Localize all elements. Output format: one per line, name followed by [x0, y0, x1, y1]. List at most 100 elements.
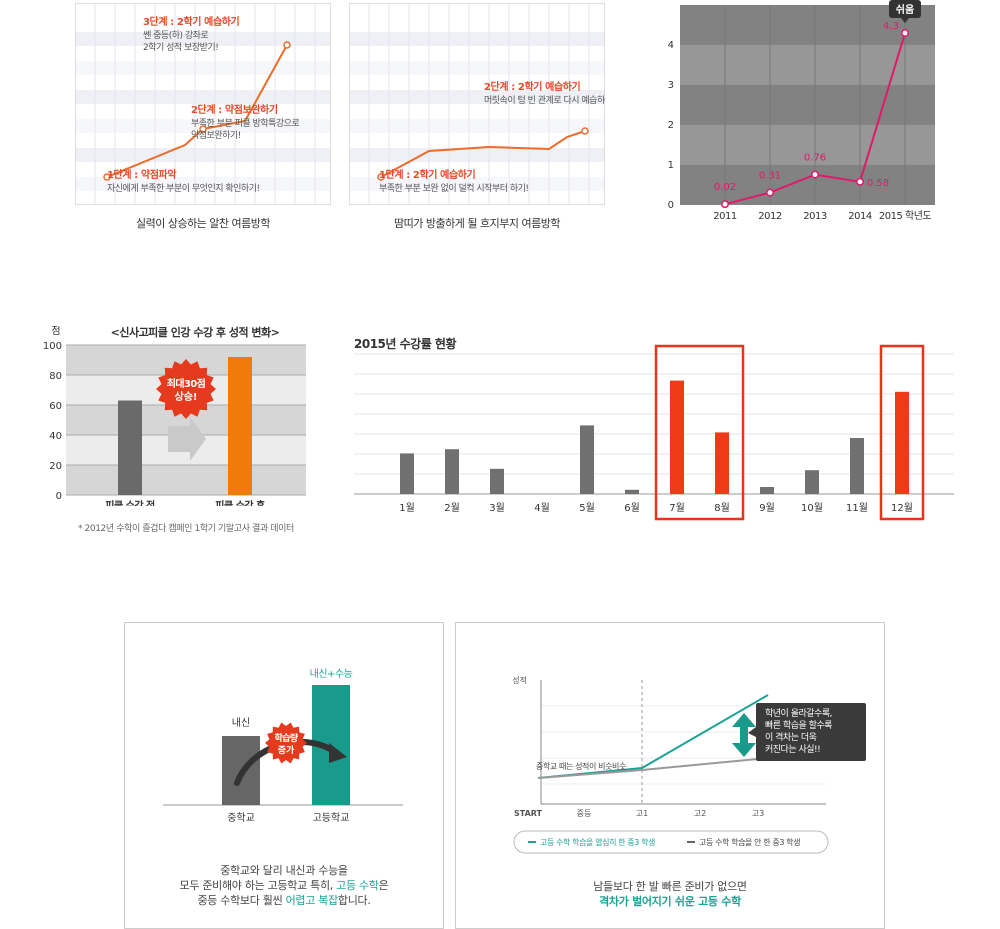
chart-band: [350, 177, 604, 191]
chart-band: [350, 119, 604, 133]
legend-label: 고등 수학 학습을 안 한 중3 학생: [699, 837, 800, 847]
enrollment-bar: [670, 380, 684, 494]
panel-right-line2: 격차가 벌어지기 쉬운 고등 수학: [599, 895, 741, 908]
callout-pointer: [748, 727, 756, 737]
gap-panel: 성적 START 중등 고1 고2 고3 중학교 때는 성적이 비슷비슷 학년이 올라갈수록,…: [455, 622, 885, 929]
highlight-box: [654, 344, 745, 521]
y-axis-label: 점: [51, 326, 60, 337]
x-tick-label: 피클 수강 후: [215, 499, 265, 506]
data-point: [901, 29, 909, 37]
enrollment-title: 2015년 수강률 현황: [354, 337, 457, 351]
chart-band: [76, 90, 330, 104]
x-tick-label: 고등학교: [313, 812, 350, 824]
legend-label: 고등 수학 학습을 열심히 한 중3 학생: [540, 837, 655, 847]
x-tick-label: 고1: [636, 809, 648, 818]
callout-text: 빠른 학습을 할수록: [765, 720, 832, 731]
stage-point: [103, 173, 111, 181]
stage-desc: 머릿속이 텅 빈 관계로 다시 예습하기!: [484, 94, 605, 106]
stage-point: [283, 41, 291, 49]
x-tick-label: 2013: [803, 211, 827, 222]
stage-title: 1단계 : 2학기 예습하기: [379, 168, 476, 181]
stage-desc: 부족한 부분 보완 없이 덜컥 시작부터 하기!: [379, 182, 529, 194]
stage-desc: 쎈 중등(하) 강좌로: [143, 30, 208, 41]
legend-box: [513, 830, 829, 854]
stage-desc: 자신에게 부족한 부분이 무엇인지 확인하기!: [107, 182, 260, 194]
y-tick-label: 80: [49, 371, 62, 382]
data-point: [811, 170, 819, 179]
data-label: 0.31: [759, 171, 781, 182]
stage-title: 1단계 : 약점파악: [107, 168, 177, 181]
enrollment-bar: [580, 425, 594, 494]
enrollment-bar: [490, 468, 504, 494]
stage-title: 2단계 : 2학기 예습하기: [484, 80, 581, 93]
competition-rate-chart: 0 1 2 3 4 2011 2012 2013 2014 2015 학년도 0.02 0.31 0.7…: [668, 0, 935, 222]
badge-text: 학습량: [274, 732, 298, 744]
enrollment-bar: [625, 489, 639, 494]
plot-band: [66, 465, 306, 495]
y-tick-label: 40: [49, 431, 62, 442]
enrollment-bar: [715, 432, 729, 494]
x-tick-label: 2012: [758, 211, 782, 222]
badge-text: 증가: [278, 744, 295, 756]
chart-band: [76, 148, 330, 162]
y-tick-label: 3: [668, 80, 674, 91]
x-tick-label: 8월: [714, 502, 730, 514]
stage-desc: 약점보완하기!: [191, 129, 241, 141]
increase-arrowhead: [329, 743, 347, 763]
callout-text: 학년이 올라갈수록,: [765, 708, 832, 719]
chart-band: [76, 32, 330, 46]
chart-band: [350, 148, 604, 162]
stage-point: [199, 125, 207, 133]
chart-band: [350, 90, 604, 104]
score-bar: [228, 357, 252, 495]
y-tick-label: 100: [43, 341, 62, 352]
chart-band: [76, 177, 330, 191]
x-tick-label: 10월: [801, 502, 823, 514]
panel-left-line3: 중등 수학보다 훨씬 어렵고 복잡합니다.: [197, 894, 371, 907]
series-line: [537, 757, 769, 779]
badge-text: 상승!: [175, 390, 198, 403]
x-tick-label: 7월: [669, 502, 685, 514]
data-point: [856, 177, 864, 186]
badge-burst: [265, 722, 307, 764]
y-tick-label: 0: [56, 491, 62, 502]
stage-point: [377, 173, 385, 181]
summer-wasted-chart: 1단계 : 2학기 예습하기 부족한 부분 보완 없이 덜컥 시작부터 하기! 2단…: [349, 3, 605, 205]
x-tick-label: 4월: [534, 502, 550, 514]
y-tick-label: 2: [668, 120, 674, 131]
series-label: 내신: [232, 717, 250, 729]
y-tick-label: 1: [668, 160, 674, 171]
enrollment-bar: [400, 453, 414, 494]
chart-band: [350, 61, 604, 75]
stage-title: 3단계 : 2학기 예습하기: [143, 15, 240, 28]
y-tick-label: 4: [668, 40, 674, 51]
gap-arrow: [732, 713, 756, 757]
score-change-footnote: * 2012년 수학이 즐겁다 캠페인 1학기 기말고사 결과 데이터: [78, 524, 294, 534]
badge-text: 쉬움: [896, 3, 914, 16]
x-tick-label: START: [514, 809, 543, 818]
score-bar: [118, 400, 142, 495]
summer-rise-caption: 실력이 상승하는 알찬 여름방학: [135, 217, 271, 230]
data-label: 0.58: [867, 178, 889, 189]
y-tick-label: 20: [49, 461, 62, 472]
x-tick-label: 2011: [713, 211, 737, 222]
x-tick-label: 2월: [444, 502, 460, 514]
chart-band: [76, 61, 330, 75]
enrollment-bar: [895, 391, 909, 494]
callout-text: 커진다는 사실!!: [765, 744, 820, 755]
series-label: 내신+수능: [310, 668, 353, 680]
y-tick-label: 60: [49, 401, 62, 412]
x-tick-label: 11월: [846, 502, 868, 514]
enrollment-bar: [805, 470, 819, 494]
y-tick-label: 0: [668, 200, 674, 211]
y-axis-label: 성적: [512, 675, 527, 685]
x-tick-label: 중등: [577, 809, 592, 818]
stage-point: [581, 127, 589, 135]
badge-box: [889, 0, 921, 18]
callout-box: [756, 703, 866, 761]
plot-band: [680, 165, 935, 205]
x-tick-label: 2015 학년도: [879, 210, 932, 222]
x-tick-label: 6월: [624, 502, 640, 514]
enrollment-bar: [850, 438, 864, 494]
